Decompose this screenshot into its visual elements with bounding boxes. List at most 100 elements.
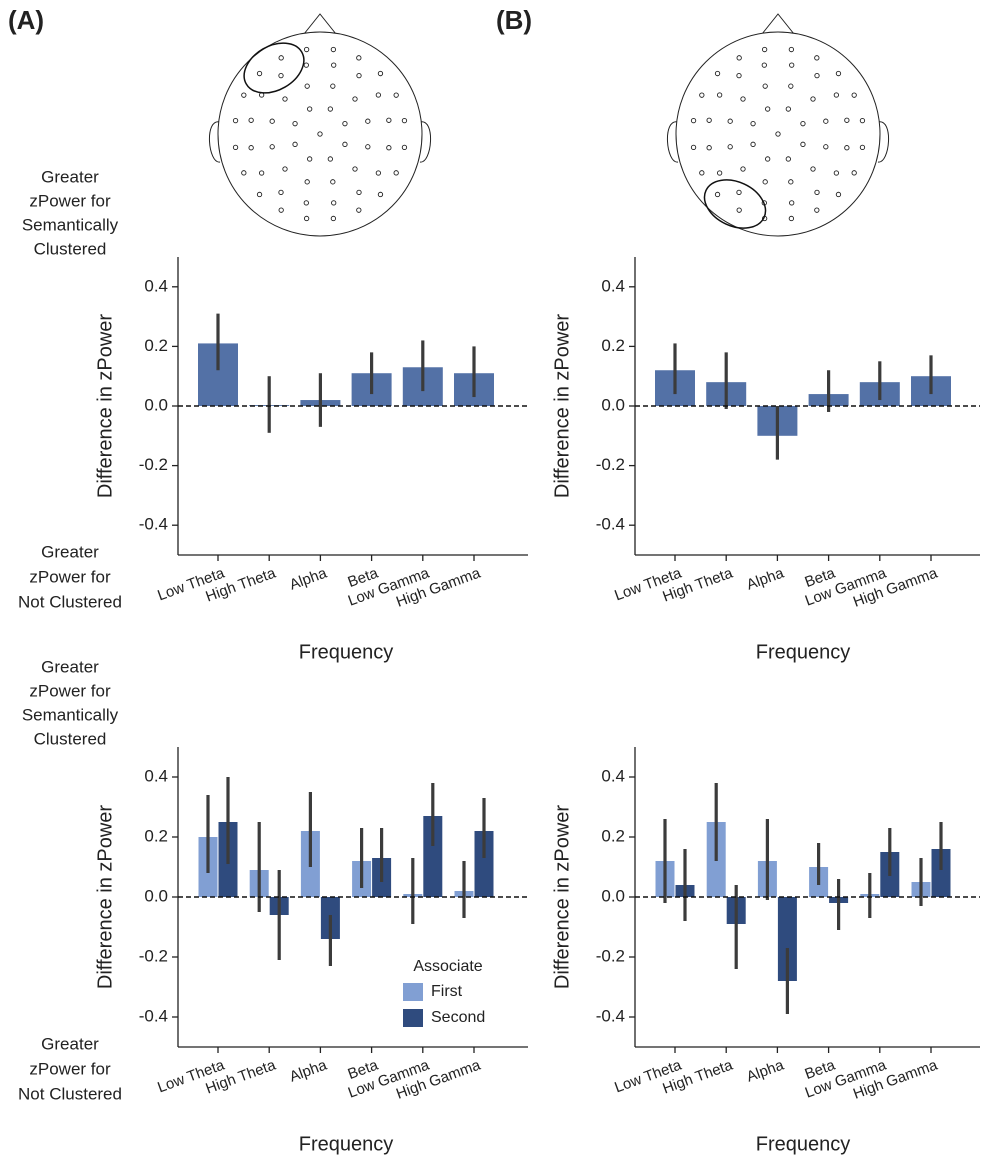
electrode xyxy=(352,96,358,102)
bar xyxy=(423,816,443,897)
electrode xyxy=(833,170,840,176)
panel-label: (A) xyxy=(8,5,44,35)
y-tick-label: 0.0 xyxy=(601,395,625,414)
y-tick-label: -0.2 xyxy=(139,455,168,474)
electrode xyxy=(810,166,816,172)
annotation: Semantically xyxy=(22,705,119,724)
electrode xyxy=(278,207,284,213)
x-tick-label: Alpha xyxy=(744,564,786,593)
electrode xyxy=(727,144,733,150)
electrode xyxy=(690,117,697,124)
electrode xyxy=(356,189,362,196)
electrode xyxy=(761,46,768,53)
electrode xyxy=(844,145,850,151)
electrode xyxy=(342,121,348,127)
electrode xyxy=(304,83,310,89)
electrode xyxy=(330,179,336,185)
annotation: Clustered xyxy=(34,729,107,748)
electrode xyxy=(714,70,721,77)
electrode xyxy=(788,46,795,53)
y-tick-label: -0.4 xyxy=(139,1006,168,1025)
electrode xyxy=(401,144,408,151)
ear xyxy=(208,121,221,163)
annotation: Greater xyxy=(41,657,99,676)
nose xyxy=(303,13,337,35)
legend-label: Second xyxy=(431,1009,485,1026)
electrode xyxy=(330,46,337,53)
electrode xyxy=(814,72,820,79)
y-axis-label: Difference in zPower xyxy=(94,805,116,990)
electrode xyxy=(232,144,239,151)
annotation: Greater xyxy=(41,167,99,186)
electrode xyxy=(740,96,746,102)
y-tick-label: 0.4 xyxy=(144,766,168,785)
electrode xyxy=(785,156,791,162)
electrode xyxy=(762,83,768,89)
electrode xyxy=(835,191,842,198)
electrode xyxy=(282,96,288,102)
head xyxy=(217,31,423,237)
region-highlight xyxy=(703,179,767,229)
electrode xyxy=(706,145,712,151)
electrode xyxy=(356,72,362,79)
electrode xyxy=(269,118,275,124)
electrode xyxy=(835,70,842,77)
electrode xyxy=(327,106,333,112)
electrode xyxy=(386,145,392,151)
electrode xyxy=(823,144,829,150)
electrode xyxy=(785,106,791,112)
x-axis-label: Frequency xyxy=(756,1133,851,1155)
x-tick-label: Alpha xyxy=(287,1056,329,1085)
electrode xyxy=(303,215,310,222)
y-tick-label: 0.4 xyxy=(601,276,625,295)
electrode xyxy=(241,92,247,98)
y-tick-label: 0.4 xyxy=(601,766,625,785)
electrode xyxy=(278,72,284,79)
electrode xyxy=(788,179,794,185)
electrode xyxy=(716,170,723,176)
y-tick-label: -0.2 xyxy=(596,946,625,965)
electrode xyxy=(393,92,399,98)
electrode xyxy=(278,189,284,196)
electrode xyxy=(365,144,371,150)
electrode xyxy=(706,117,712,123)
electrode xyxy=(765,106,771,112)
electrode xyxy=(775,131,781,137)
electrode xyxy=(859,144,866,151)
electrode xyxy=(258,170,265,176)
y-tick-label: 0.2 xyxy=(144,826,168,845)
y-tick-label: 0.2 xyxy=(144,336,168,355)
annotation: Greater xyxy=(41,542,99,561)
electrode xyxy=(859,117,866,124)
y-tick-label: 0.2 xyxy=(601,336,625,355)
ear xyxy=(419,121,432,163)
x-axis-label: Frequency xyxy=(299,1133,394,1155)
electrode xyxy=(750,121,756,127)
electrode xyxy=(789,200,795,206)
y-tick-label: -0.4 xyxy=(596,515,625,534)
y-tick-label: 0.4 xyxy=(144,276,168,295)
y-tick-label: 0.0 xyxy=(601,886,625,905)
electrode xyxy=(810,96,816,102)
electrode xyxy=(714,191,721,198)
annotation: Greater xyxy=(41,1034,99,1053)
nose xyxy=(761,13,795,35)
y-axis-label: Difference in zPower xyxy=(94,314,116,499)
electrode xyxy=(303,200,309,206)
electrode xyxy=(699,92,705,98)
x-tick-label: Alpha xyxy=(287,564,329,593)
electrode xyxy=(330,215,337,222)
electrode xyxy=(851,92,857,98)
y-axis-label: Difference in zPower xyxy=(551,805,573,990)
y-tick-label: 0.0 xyxy=(144,395,168,414)
electrode xyxy=(330,83,336,89)
electrode xyxy=(393,170,399,176)
annotation: zPower for xyxy=(29,681,111,700)
electrode xyxy=(736,189,742,196)
ear xyxy=(666,121,679,163)
electrode xyxy=(844,117,850,123)
electrode xyxy=(307,106,313,112)
bar xyxy=(931,849,951,897)
electrode xyxy=(303,46,310,53)
